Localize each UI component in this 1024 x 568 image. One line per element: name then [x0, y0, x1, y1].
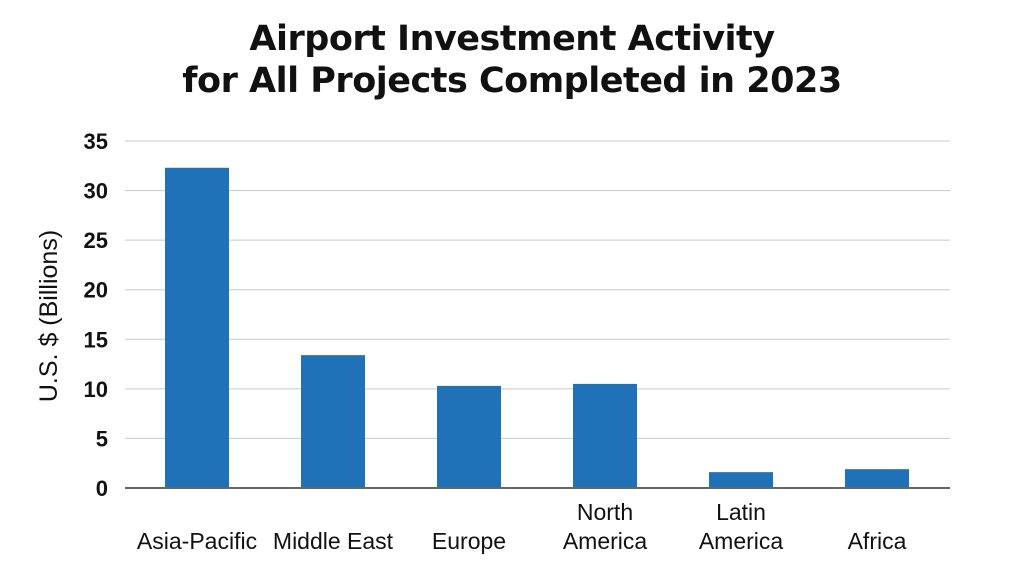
y-tick-label: 30	[84, 179, 108, 204]
y-tick-label: 25	[84, 228, 108, 253]
y-tick-label: 5	[96, 426, 108, 451]
chart-title: Airport Investment Activity for All Proj…	[0, 18, 1024, 102]
x-category-label: Middle East	[273, 528, 394, 554]
bar	[573, 383, 637, 488]
y-tick-label: 10	[84, 377, 108, 402]
bar	[165, 167, 229, 489]
x-category-labels: Asia-Pacific Middle East Europe North Americ…	[137, 499, 907, 554]
bar	[437, 385, 501, 488]
y-tick-label: 15	[84, 327, 108, 352]
y-tick-label: 35	[84, 129, 108, 154]
chart-title-line-1: Airport Investment Activity	[249, 19, 775, 59]
y-tick-label: 0	[96, 476, 108, 501]
y-axis-label: U.S. $ (Billions)	[35, 230, 63, 402]
y-tick-label: 20	[84, 278, 108, 303]
gridlines	[125, 140, 950, 439]
bars	[165, 167, 909, 489]
bar	[301, 355, 365, 488]
bar	[845, 469, 909, 488]
x-category-label: Africa	[848, 528, 907, 554]
bar	[709, 472, 773, 488]
x-category-label: Latin America	[699, 499, 784, 554]
x-category-label: North America	[563, 499, 648, 554]
x-category-label: Europe	[432, 528, 506, 554]
y-tick-labels: 0 5 10 15 20 25 30 35	[84, 129, 108, 501]
chart-title-line-2: for All Projects Completed in 2023	[182, 61, 842, 101]
x-category-label: Asia-Pacific	[137, 528, 257, 554]
